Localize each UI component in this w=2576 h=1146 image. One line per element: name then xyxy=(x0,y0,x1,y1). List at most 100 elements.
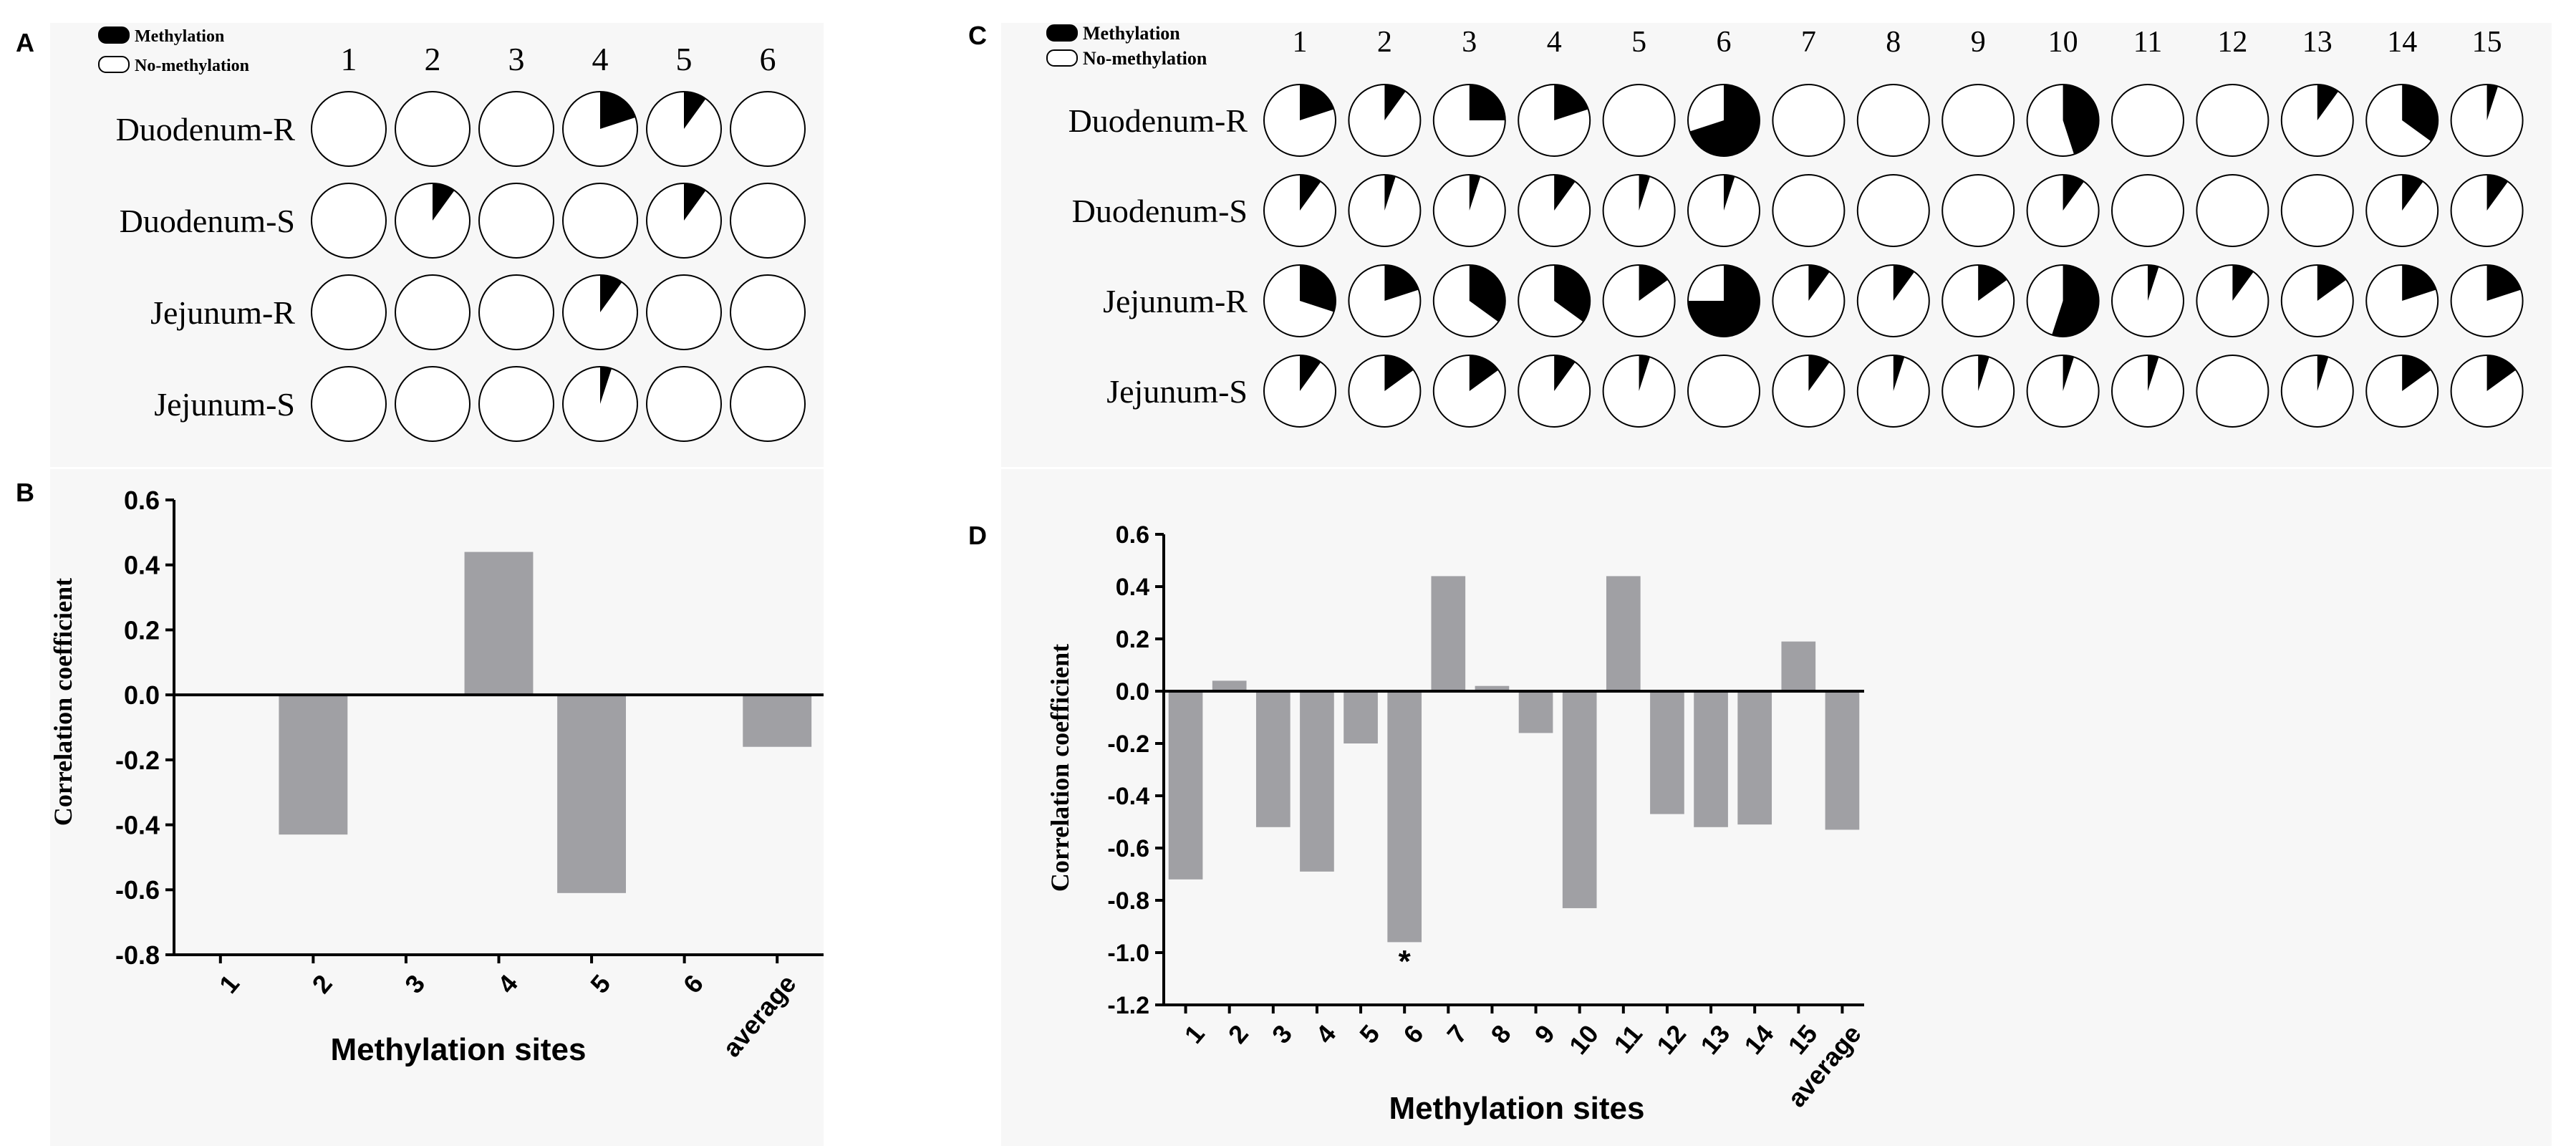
panel-c-legend: Methylation No-methylation xyxy=(1046,23,1207,69)
pie-slice-methylated xyxy=(1469,355,1499,391)
row-label: Duodenum-S xyxy=(1072,193,1248,229)
pie-slice-methylated xyxy=(2063,175,2084,211)
pie-slice-methylated xyxy=(600,92,636,129)
pie-slice-methylated xyxy=(2063,355,2075,391)
row-label: Duodenum-R xyxy=(1068,102,1248,139)
bar xyxy=(1387,691,1422,943)
row-label: Duodenum-S xyxy=(120,203,295,239)
panel-a-pie-grid: A Methylation No-methylation 1 2 3 4 5 6 Duod… xyxy=(16,23,824,467)
bar xyxy=(464,552,534,695)
column-header: 10 xyxy=(2048,26,2078,59)
pie-slice-methylated xyxy=(1893,265,1915,301)
column-header: 4 xyxy=(1547,26,1562,59)
legend-no-methylation-label: No-methylation xyxy=(135,57,249,75)
pie-slice-unmethylated xyxy=(646,366,722,442)
column-header: 15 xyxy=(2472,26,2502,59)
row-label: Duodenum-R xyxy=(116,111,296,148)
bar xyxy=(1737,691,1772,825)
legend-methylation-label: Methylation xyxy=(135,27,224,46)
column-header: 3 xyxy=(1462,26,1477,59)
pie-slice-methylated xyxy=(1978,265,2007,301)
pie-slice-methylated xyxy=(2063,85,2099,155)
pie-slice-methylated xyxy=(1554,85,1588,120)
y-tick-label: -1.2 xyxy=(1107,992,1149,1019)
bar xyxy=(1825,691,1860,830)
pie-slice-unmethylated xyxy=(395,366,471,442)
pie-slice-methylated xyxy=(1724,175,1735,211)
column-header: 12 xyxy=(2217,26,2247,59)
pie-slice-methylated xyxy=(1300,85,1334,120)
row-label: Jejunum-R xyxy=(150,294,295,331)
y-tick-label: -0.6 xyxy=(115,875,160,905)
pie-slice-unmethylated xyxy=(1772,84,1846,157)
pie-slice-unmethylated xyxy=(395,91,471,167)
pie-slice-methylated xyxy=(2486,175,2508,211)
pie-slice-methylated xyxy=(1384,265,1419,301)
pie-slice-methylated xyxy=(600,275,622,312)
legend-methylation-label: Methylation xyxy=(1083,23,1180,44)
legend-methylation-swatch xyxy=(1046,24,1078,42)
pie-slice-unmethylated xyxy=(2280,174,2354,247)
pie-slice-methylated xyxy=(2486,355,2517,391)
y-tick-label: -0.2 xyxy=(1107,731,1149,758)
y-tick-label: -1.0 xyxy=(1107,940,1149,967)
bar xyxy=(1168,691,1203,880)
column-header: 2 xyxy=(1377,26,1392,59)
pie-slice-unmethylated xyxy=(478,183,554,259)
column-header: 5 xyxy=(676,41,693,77)
column-header: 9 xyxy=(1971,26,1986,59)
panel-a-row-labels: Duodenum-R Duodenum-S Jejunum-R Jejunum-S xyxy=(116,111,296,423)
column-header: 8 xyxy=(1886,26,1901,59)
pie-slice-methylated xyxy=(1978,355,1989,391)
pie-slice-unmethylated xyxy=(1856,174,1930,247)
pie-slice-unmethylated xyxy=(730,183,806,259)
pie-slice-unmethylated xyxy=(395,274,471,350)
pie-slice-methylated xyxy=(1808,355,1830,391)
column-header: 1 xyxy=(341,41,357,77)
panel-b-label: B xyxy=(16,478,34,507)
y-tick-label: 0.2 xyxy=(1116,626,1149,653)
pie-slice-methylated xyxy=(1554,175,1576,211)
pie-slice-methylated xyxy=(2317,85,2339,120)
y-tick-label: 0.6 xyxy=(1116,521,1149,549)
y-tick-label: -0.8 xyxy=(1107,887,1149,915)
panel-c-pies xyxy=(1263,84,2524,428)
pie-slice-methylated xyxy=(1554,265,1591,322)
pie-slice-methylated xyxy=(1469,85,1505,120)
pie-slice-methylated xyxy=(1893,355,1905,391)
pie-slice-methylated xyxy=(2052,265,2099,337)
column-header: 5 xyxy=(1631,26,1646,59)
pie-slice-methylated xyxy=(1300,175,1321,211)
pie-slice-unmethylated xyxy=(478,274,554,350)
row-label: Jejunum-R xyxy=(1103,283,1248,319)
panel-a-column-headers: 1 2 3 4 5 6 xyxy=(341,41,776,77)
pie-slice-methylated xyxy=(1808,265,1830,301)
pie-slice-methylated xyxy=(2402,175,2423,211)
pie-slice-unmethylated xyxy=(478,366,554,442)
y-tick-label: -0.8 xyxy=(115,940,160,970)
panel-b-bar-chart: B 0.60.40.20.0-0.2-0.4-0.6-0.81 2 3 4 5 6 aver… xyxy=(16,469,824,1146)
pie-slice-methylated xyxy=(1469,175,1481,211)
bar xyxy=(1518,691,1553,733)
significance-marker: * xyxy=(1399,944,1412,979)
panel-d-label: D xyxy=(968,521,987,550)
pie-slice-methylated xyxy=(1469,265,1505,322)
y-tick-label: -0.4 xyxy=(115,811,160,840)
pie-slice-methylated xyxy=(1384,355,1414,391)
pie-slice-methylated xyxy=(2402,85,2438,142)
panel-a-legend: Methylation No-methylation xyxy=(98,27,249,75)
panel-a-label: A xyxy=(16,28,34,57)
column-header: 6 xyxy=(1717,26,1732,59)
y-tick-label: 0.0 xyxy=(1116,678,1149,706)
bar xyxy=(1431,576,1466,691)
panel-d-bar-chart: D 0.60.40.20.0-0.2-0.4-0.6-0.8-1.0-1.21 2… xyxy=(968,469,2552,1146)
pie-slice-unmethylated xyxy=(311,183,387,259)
pie-slice-unmethylated xyxy=(646,274,722,350)
pie-slice-methylated xyxy=(2486,265,2522,301)
pie-slice-unmethylated xyxy=(2111,174,2184,247)
pie-slice-unmethylated xyxy=(311,274,387,350)
pie-slice-unmethylated xyxy=(1687,355,1760,428)
pie-slice-methylated xyxy=(684,92,706,129)
pie-slice-unmethylated xyxy=(2196,84,2269,157)
